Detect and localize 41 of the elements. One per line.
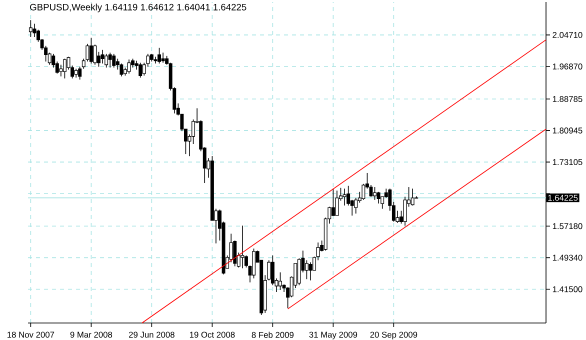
ref-line-label: 1.64225 — [548, 194, 578, 201]
x-tick-label: 31 May 2009 — [309, 332, 358, 340]
candlestick — [373, 186, 377, 200]
candlestick — [28, 20, 32, 38]
candlestick — [138, 62, 142, 78]
x-tick-label: 18 Nov 2007 — [8, 332, 54, 338]
x-tick-label: 8 Feb 2009 — [252, 332, 294, 338]
candlestick — [240, 225, 244, 269]
chart-title: GBPUSD,Weekly 1.64119 1.64612 1.64041 1.64225 — [30, 4, 246, 12]
candlestick — [108, 52, 112, 68]
candlestick — [304, 260, 308, 280]
candlestick — [410, 188, 414, 206]
candlestick — [32, 23, 36, 38]
y-tick-label: 1.96870 — [552, 64, 582, 70]
y-tick-label: 2.04710 — [552, 32, 582, 38]
candlestick — [89, 37, 93, 64]
candlestick — [158, 47, 161, 64]
y-tick-label: 1.88785 — [552, 96, 582, 102]
candlestick — [278, 272, 282, 290]
y-tick-label: 1.57180 — [552, 223, 582, 230]
candlestick — [335, 190, 339, 216]
candlestick — [362, 183, 366, 200]
x-tick-label: 29 Jun 2008 — [128, 332, 174, 338]
x-tick-label: 9 Mar 2008 — [70, 332, 112, 338]
candlestick — [100, 49, 104, 64]
candlestick — [104, 53, 108, 68]
candlestick — [112, 53, 116, 68]
candlestick — [376, 191, 380, 204]
candlestick — [252, 248, 256, 279]
x-tick-label: 19 Oct 2008 — [190, 332, 235, 338]
x-tick-label: 20 Sep 2009 — [370, 332, 418, 340]
y-tick-label: 1.80945 — [552, 128, 582, 134]
candlestick — [354, 198, 358, 214]
y-tick-label: 1.41500 — [552, 286, 582, 292]
y-tick-label: 1.73105 — [552, 159, 582, 166]
candlestick — [161, 52, 165, 64]
candlestick — [154, 56, 158, 64]
candlestick — [62, 58, 66, 79]
candlestick — [331, 188, 335, 216]
y-tick-label: 1.49340 — [552, 254, 582, 261]
candlestick — [342, 188, 346, 206]
